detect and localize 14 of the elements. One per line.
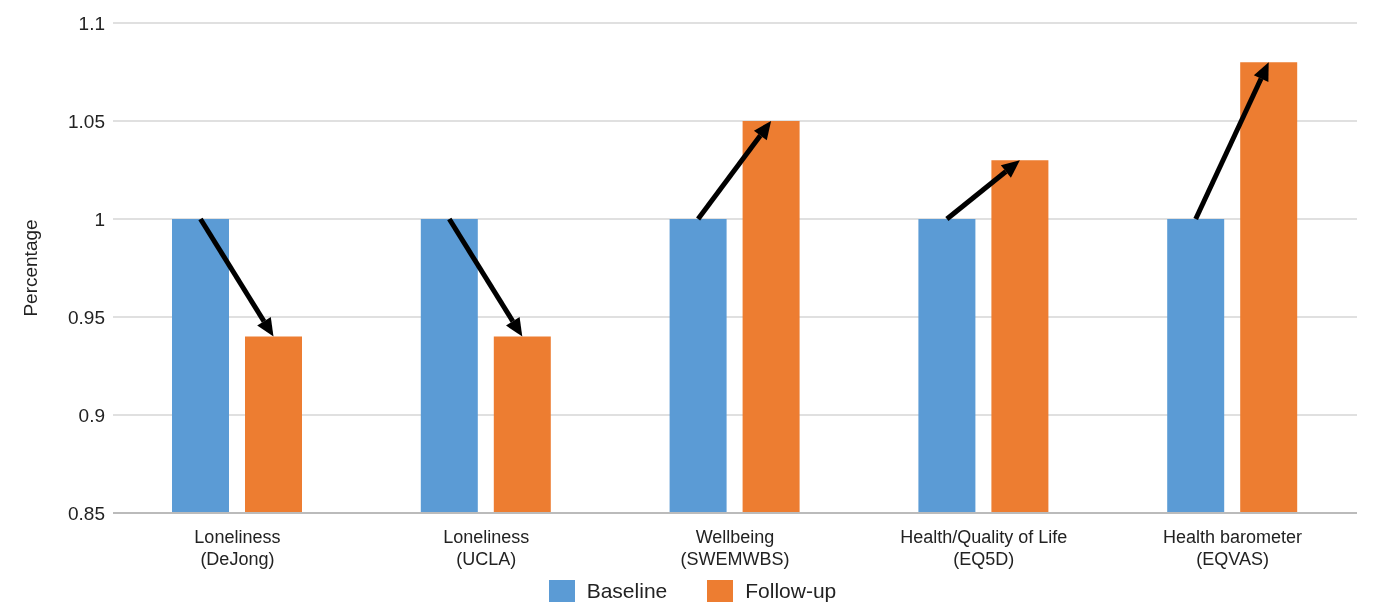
y-tick-label: 1 [94,208,105,230]
x-tick-label: Health barometer (EQVAS) [1163,527,1303,569]
y-tick-label: 0.9 [78,404,105,426]
y-axis-title: Percentage [19,219,41,317]
y-tick-label: 0.85 [68,502,105,524]
y-tick-label: 1.1 [78,12,105,34]
x-tick-label: Loneliness (UCLA) [443,527,530,569]
legend-label: Follow-up [745,578,837,603]
legend-label: Baseline [586,578,668,603]
x-tick-label: Loneliness (DeJong) [194,527,281,569]
x-tick-label: Wellbeing (SWEMWBS) [680,527,790,569]
x-tick-label: Health/Quality of Life (EQ5D) [900,527,1068,569]
y-tick-label: 0.95 [68,306,105,328]
y-tick-label: 1.05 [68,110,105,132]
